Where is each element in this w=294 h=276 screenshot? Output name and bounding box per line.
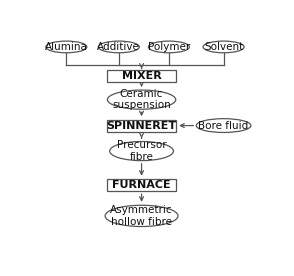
- Text: Bore fluid: Bore fluid: [198, 121, 249, 131]
- Bar: [107, 120, 176, 132]
- Text: Solvent: Solvent: [204, 42, 243, 52]
- Text: Additive: Additive: [97, 42, 140, 52]
- Text: MIXER: MIXER: [122, 71, 161, 81]
- Text: Alumina: Alumina: [45, 42, 88, 52]
- Text: Ceramic
suspension: Ceramic suspension: [112, 89, 171, 110]
- Bar: [107, 70, 176, 82]
- Text: FURNACE: FURNACE: [112, 180, 171, 190]
- Text: SPINNERET: SPINNERET: [106, 121, 177, 131]
- Text: Precursor
fibre: Precursor fibre: [117, 140, 166, 162]
- Bar: [107, 179, 176, 191]
- Text: Polymer: Polymer: [148, 42, 190, 52]
- Text: Asymmetric
hollow fibre: Asymmetric hollow fibre: [110, 205, 173, 227]
